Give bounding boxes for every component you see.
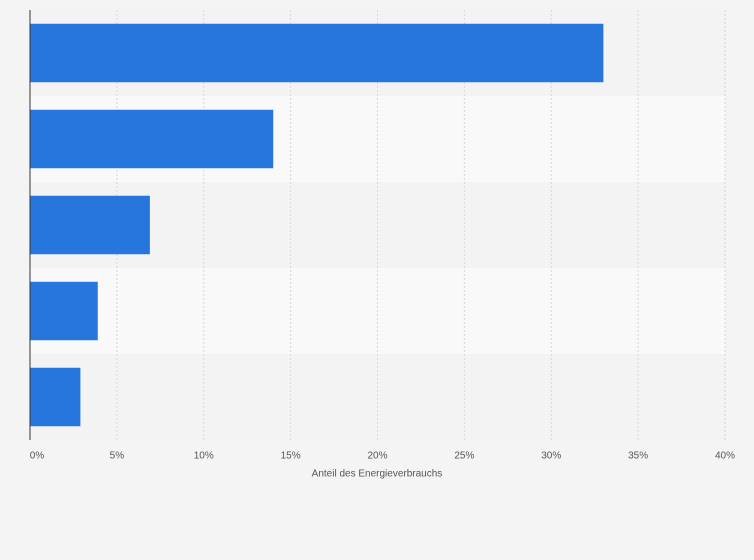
bar — [30, 23, 604, 83]
row-band — [30, 354, 725, 440]
x-tick-label: 40% — [715, 451, 735, 462]
x-tick-label: 0% — [30, 451, 45, 462]
bar — [30, 109, 274, 169]
x-tick-label: 25% — [454, 451, 474, 462]
x-tick-label: 5% — [110, 451, 125, 462]
x-tick-label: 20% — [367, 451, 387, 462]
bar — [30, 195, 150, 255]
x-tick-label: 15% — [281, 451, 301, 462]
x-tick-label: 35% — [628, 451, 648, 462]
x-tick-label: 30% — [541, 451, 561, 462]
bar — [30, 281, 98, 341]
x-axis-title: Anteil des Energieverbrauchs — [312, 469, 443, 480]
x-tick-label: 10% — [194, 451, 214, 462]
bar — [30, 367, 81, 427]
